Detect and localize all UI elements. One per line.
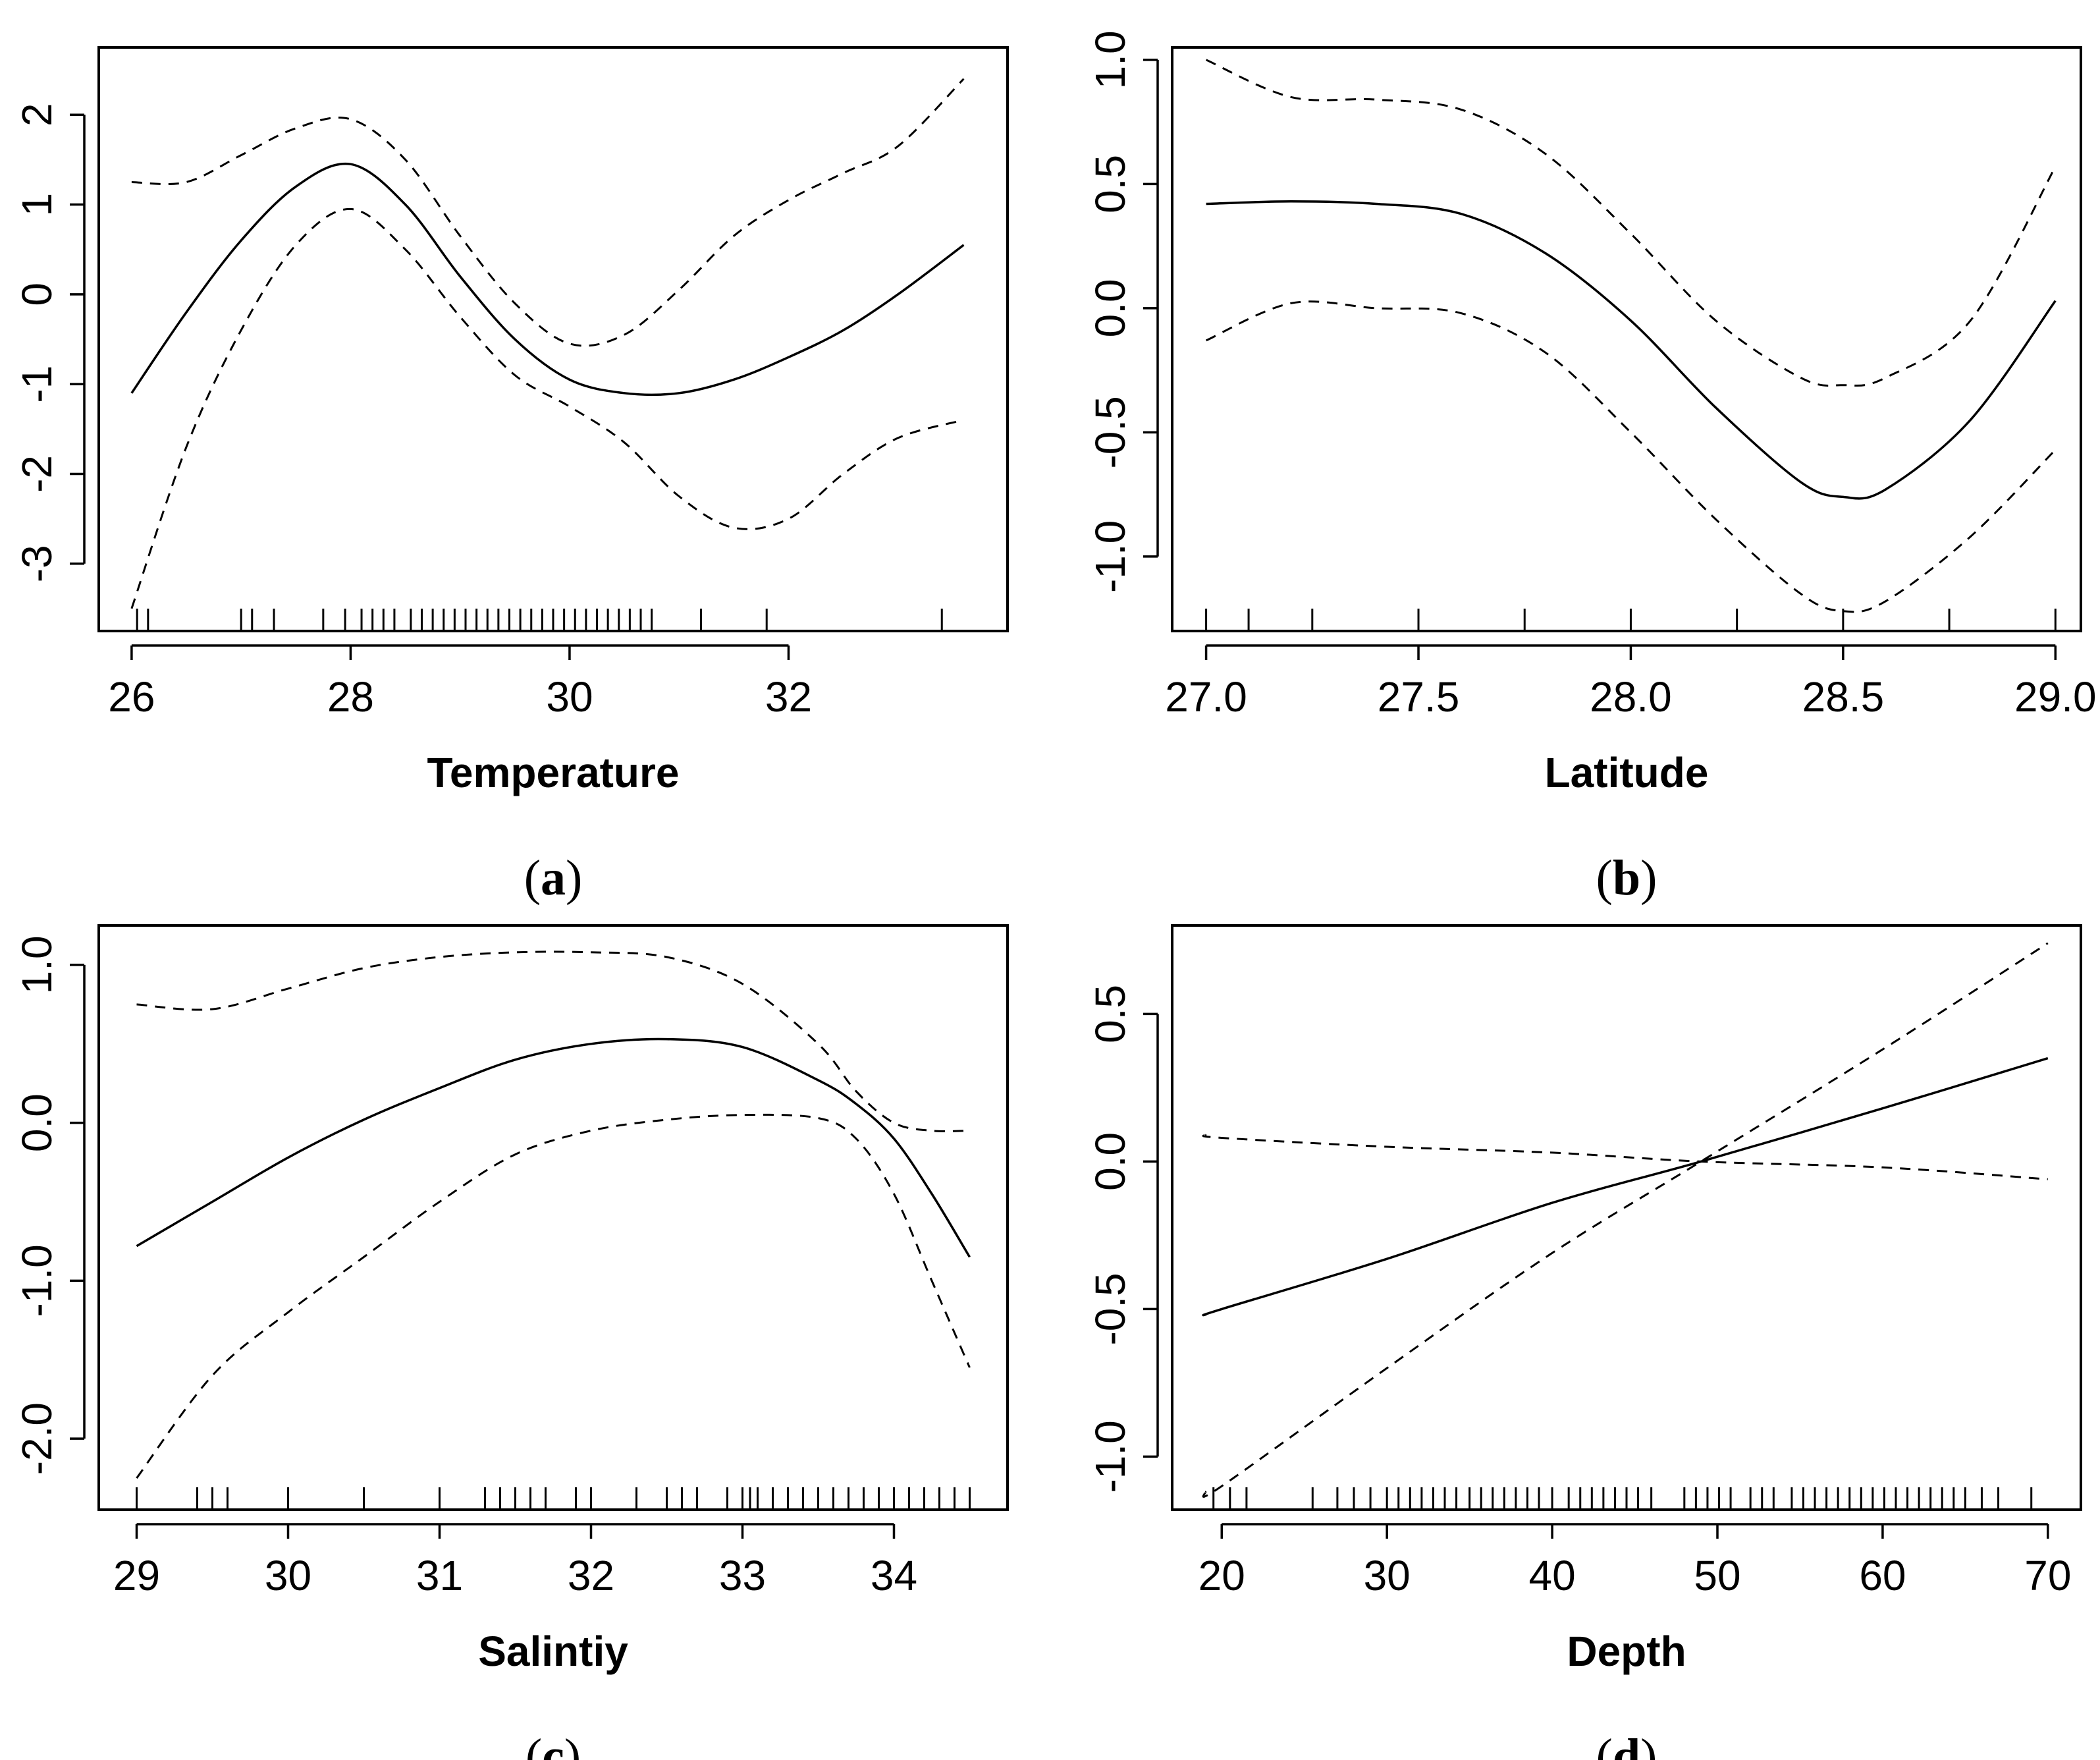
y-tick-label: 1.0 — [13, 935, 61, 994]
series-fit-line — [1202, 1057, 2049, 1317]
x-tick-label: 30 — [265, 1552, 311, 1599]
series-upper-line — [1205, 59, 2057, 387]
x-tick-label: 40 — [1528, 1552, 1575, 1599]
x-tick-label: 29 — [113, 1552, 160, 1599]
chart-panel-c: 29 30 31 32 33 34 -2.0 -1.0 0.0 1.0 Salintiy (c) — [13, 924, 1009, 1760]
plot-frame — [1171, 46, 2082, 632]
panel-caption: (a) — [524, 850, 583, 906]
series-lower-line — [130, 207, 964, 609]
x-axis-title: Temperature — [427, 749, 680, 796]
y-tick-label: 0.5 — [1087, 985, 1134, 1043]
x-tick-label: 30 — [1364, 1552, 1411, 1599]
x-tick-label: 33 — [719, 1552, 766, 1599]
y-tick-label: -1 — [13, 366, 61, 403]
series-lower-line — [1202, 942, 2049, 1498]
x-axis-title: Salintiy — [478, 1628, 628, 1675]
series-fit-line — [130, 162, 965, 397]
plot-frame — [1171, 924, 2082, 1511]
y-tick-label: -3 — [13, 545, 61, 582]
chart-panel-a: 26 28 30 32 -3 -2 -1 0 1 2 Temperature (a) — [13, 46, 1009, 906]
y-tick-label: 0.5 — [1087, 155, 1134, 213]
x-tick-label: 27.5 — [1378, 673, 1460, 721]
chart-panel-d: 20 30 40 50 60 70 -1.0 -0.5 0.0 0.5 Depth (d) — [1087, 924, 2082, 1760]
x-tick-label: 28.5 — [1802, 673, 1885, 721]
panel-caption: (c) — [525, 1729, 581, 1760]
series-fit-line — [1206, 200, 2057, 500]
plot-frame — [97, 46, 1009, 632]
panel-caption: (b) — [1596, 850, 1657, 906]
series-lower-line — [1205, 300, 2057, 613]
x-tick-label: 26 — [108, 673, 155, 721]
series-upper-line — [1202, 1134, 2048, 1180]
series-lower-line — [136, 1113, 971, 1479]
x-axis-title: Latitude — [1545, 749, 1709, 796]
x-tick-label: 31 — [416, 1552, 463, 1599]
series-upper-line — [136, 950, 970, 1132]
x-axis-title: Depth — [1567, 1628, 1686, 1675]
y-tick-label: -1.0 — [13, 1244, 61, 1317]
panel-caption: (d) — [1596, 1729, 1657, 1760]
x-tick-label: 32 — [765, 673, 812, 721]
x-tick-label: 28.0 — [1590, 673, 1672, 721]
y-tick-label: -0.5 — [1087, 1273, 1134, 1345]
x-tick-label: 27.0 — [1165, 673, 1247, 721]
y-tick-label: 0.0 — [1087, 279, 1134, 337]
y-tick-label: -2 — [13, 455, 61, 493]
x-tick-label: 70 — [2024, 1552, 2071, 1599]
y-tick-label: 0.0 — [1087, 1132, 1134, 1191]
y-tick-label: -0.5 — [1087, 396, 1134, 468]
y-tick-label: -1.0 — [1087, 1420, 1134, 1493]
series-fit-line — [136, 1037, 971, 1258]
y-tick-label: 1 — [13, 193, 61, 217]
x-tick-label: 28 — [327, 673, 374, 721]
plot-frame — [97, 924, 1009, 1511]
y-tick-label: 0.0 — [13, 1093, 61, 1152]
x-tick-label: 50 — [1694, 1552, 1740, 1599]
y-tick-label: -1.0 — [1087, 520, 1134, 593]
x-tick-label: 34 — [871, 1552, 917, 1599]
x-tick-label: 32 — [568, 1552, 614, 1599]
x-tick-label: 30 — [546, 673, 593, 721]
series-upper-line — [131, 78, 965, 347]
chart-panel-b: 27.0 27.5 28.0 28.5 29.0 -1.0 -0.5 0.0 0.5 1.0 Lat… — [1087, 30, 2097, 906]
y-tick-label: 0 — [13, 283, 61, 306]
y-tick-label: -2.0 — [13, 1402, 61, 1475]
y-tick-label: 1.0 — [1087, 30, 1134, 89]
x-tick-label: 60 — [1859, 1552, 1906, 1599]
y-tick-label: 2 — [13, 103, 61, 126]
x-tick-label: 29.0 — [2014, 673, 2097, 721]
x-tick-label: 20 — [1198, 1552, 1245, 1599]
